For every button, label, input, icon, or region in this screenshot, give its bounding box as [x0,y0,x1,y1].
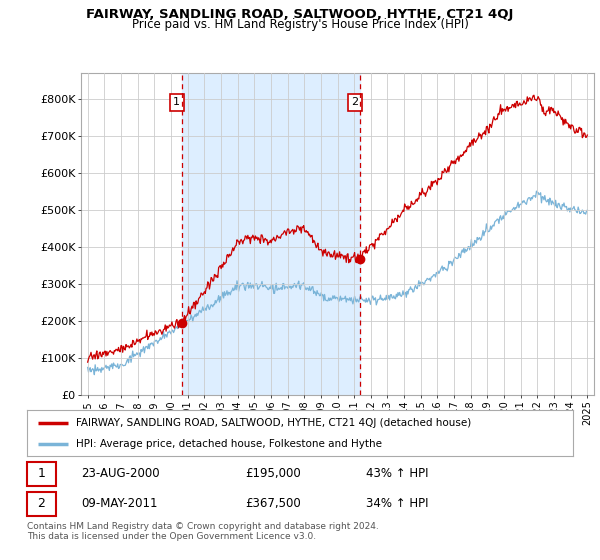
Text: 1: 1 [38,467,46,480]
Text: Contains HM Land Registry data © Crown copyright and database right 2024.
This d: Contains HM Land Registry data © Crown c… [27,522,379,542]
Text: 09-MAY-2011: 09-MAY-2011 [82,497,158,511]
Text: Price paid vs. HM Land Registry's House Price Index (HPI): Price paid vs. HM Land Registry's House … [131,18,469,31]
Text: £195,000: £195,000 [245,467,301,480]
Text: 2: 2 [38,497,46,511]
Text: 43% ↑ HPI: 43% ↑ HPI [365,467,428,480]
Text: FAIRWAY, SANDLING ROAD, SALTWOOD, HYTHE, CT21 4QJ: FAIRWAY, SANDLING ROAD, SALTWOOD, HYTHE,… [86,8,514,21]
Bar [27,492,56,516]
Text: 34% ↑ HPI: 34% ↑ HPI [365,497,428,511]
Text: £367,500: £367,500 [245,497,301,511]
Bar [27,461,56,486]
Text: 23-AUG-2000: 23-AUG-2000 [82,467,160,480]
Text: 2: 2 [352,97,359,108]
Text: HPI: Average price, detached house, Folkestone and Hythe: HPI: Average price, detached house, Folk… [76,439,382,449]
Bar [182,73,360,395]
Text: 1: 1 [173,97,180,108]
Text: FAIRWAY, SANDLING ROAD, SALTWOOD, HYTHE, CT21 4QJ (detached house): FAIRWAY, SANDLING ROAD, SALTWOOD, HYTHE,… [76,418,472,428]
